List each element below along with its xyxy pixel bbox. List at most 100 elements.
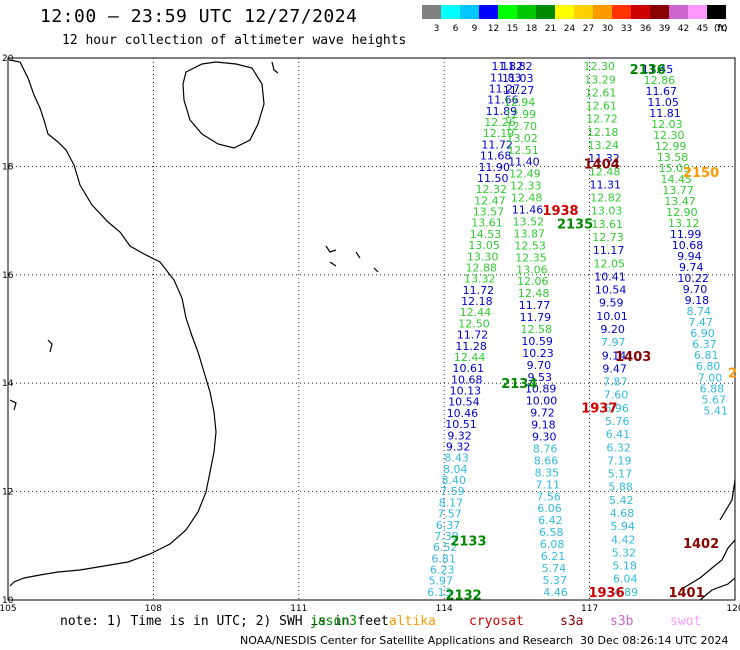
swh-value: 10.22 (677, 272, 709, 285)
swh-value: 11.83 (490, 71, 522, 84)
swh-value: 13.61 (592, 218, 624, 231)
swh-value: 12.88 (465, 261, 497, 274)
swh-value: 12.35 (515, 251, 547, 264)
coastline (373, 267, 379, 273)
lon-tick-label: 105 (0, 604, 17, 614)
swh-value: 5.32 (612, 546, 637, 559)
swh-value: 7.11 (535, 478, 560, 491)
swh-value: 8.74 (686, 305, 711, 318)
legend-jason3: jason3 (310, 614, 357, 629)
swh-value: 13.77 (662, 184, 694, 197)
swh-value: 13.24 (588, 139, 620, 152)
swh-value: 9.18 (531, 419, 556, 432)
swh-value: 12.47 (474, 194, 506, 207)
swh-value: 6.32 (606, 441, 631, 454)
colorbar-swatch (688, 5, 707, 19)
swh-value: 11.17 (593, 244, 625, 257)
legend-s3a: s3a (560, 614, 584, 629)
swh-value: 8.43 (444, 452, 469, 465)
swh-value: 12.73 (592, 231, 624, 244)
swh-value: 12.70 (506, 120, 538, 133)
swh-value: 10.46 (447, 407, 479, 420)
swh-value: 6.13 (427, 586, 452, 599)
swh-value: 9.20 (600, 323, 625, 336)
coastline (9, 399, 17, 411)
legend-swot: swot (670, 614, 702, 629)
swh-value: 11.27 (489, 83, 521, 96)
pass-label: 1402 (683, 537, 719, 552)
swh-value: 13.57 (473, 206, 505, 219)
lon-tick-label: 117 (581, 604, 598, 614)
swh-value: 11.72 (481, 138, 513, 151)
swh-value: 6.96 (604, 402, 629, 415)
swh-value: 7.59 (440, 485, 465, 498)
swh-value: 7.56 (536, 490, 561, 503)
swh-value: 7.47 (688, 316, 713, 329)
swh-value: 4.46 (543, 586, 568, 599)
coastline (679, 539, 736, 591)
colorbar-swatch (631, 5, 650, 19)
swh-value: 12.26 (484, 116, 516, 129)
swh-value: 6.81 (431, 552, 456, 565)
swh-value: 5.74 (542, 562, 567, 575)
swh-value: 15.09 (659, 162, 691, 175)
colorbar-tick-label: 12 (488, 24, 499, 34)
swh-value: 12.82 (590, 192, 622, 205)
swh-value: 13.58 (657, 151, 689, 164)
colorbar-tick-label: 6 (453, 24, 459, 34)
swh-value: 12.90 (666, 206, 698, 219)
swh-value: 6.41 (606, 428, 631, 441)
swh-value: 12.44 (460, 306, 492, 319)
lon-tick-label: 108 (145, 604, 162, 614)
swh-value: 10.89 (525, 383, 557, 396)
swh-value: 6.08 (540, 538, 565, 551)
pass-label: 2150 (683, 166, 719, 181)
colorbar-swatch (669, 5, 688, 19)
swh-value: 6.90 (690, 327, 715, 340)
colorbar-legend: 3 6 9 12 15 18 21 24 27 30 33 36 39 42 45 70(ft) (422, 5, 728, 34)
swh-value: 10.41 (594, 270, 626, 283)
swh-value: 9.74 (679, 261, 704, 274)
colorbar-tick-label: 42 (678, 24, 689, 34)
colorbar-swatch (441, 5, 460, 19)
swh-value: 6.06 (537, 502, 562, 515)
swh-value: 4.89 (614, 586, 639, 599)
swh-value: 11.79 (520, 311, 552, 324)
colorbar-swatch (517, 5, 536, 19)
pass-label: 2 (728, 366, 737, 381)
swh-value: 6.21 (541, 550, 566, 563)
swh-value: 11.46 (512, 204, 544, 217)
swh-value: 12.53 (514, 239, 546, 252)
swh-value: 11.82 (491, 60, 523, 73)
swh-value: 12.44 (454, 351, 486, 364)
swh-value: 9.14 (602, 349, 627, 362)
swh-value: 12.99 (655, 140, 687, 153)
swh-value: 11.27 (503, 84, 535, 97)
swh-value: 6.52 (433, 541, 458, 554)
colorbar-tick-label: 21 (545, 24, 556, 34)
colorbar-tick-label: 3 (434, 24, 440, 34)
swh-value: 10.59 (521, 335, 553, 348)
swh-value: 11.45 (642, 63, 674, 76)
swh-value: 10.68 (672, 239, 704, 252)
colorbar-unit: (ft) (714, 24, 728, 34)
coastline (271, 61, 279, 74)
swh-value: 5.17 (608, 468, 633, 481)
legend-altika: altika (389, 614, 436, 629)
note-text: note: 1) Time is in UTC; 2) SWH is in fe… (60, 614, 389, 629)
swh-value: 13.03 (591, 205, 623, 218)
colorbar-swatch (650, 5, 669, 19)
swh-value: 6.23 (430, 563, 455, 576)
coastline (699, 577, 736, 601)
map-title: 12:00 – 23:59 UTC 12/27/2024 (40, 6, 358, 27)
swh-value: 12.72 (586, 113, 618, 126)
swh-value: 12.48 (518, 287, 550, 300)
colorbar-swatch (612, 5, 631, 19)
swh-value: 11.28 (455, 340, 487, 353)
swh-value: 7.00 (698, 371, 723, 384)
swh-value: 6.37 (436, 519, 461, 532)
swh-value: 12.51 (507, 144, 539, 157)
coastline (47, 339, 53, 353)
swh-value: 12.18 (461, 295, 493, 308)
lat-tick-label: 14 (2, 379, 14, 389)
